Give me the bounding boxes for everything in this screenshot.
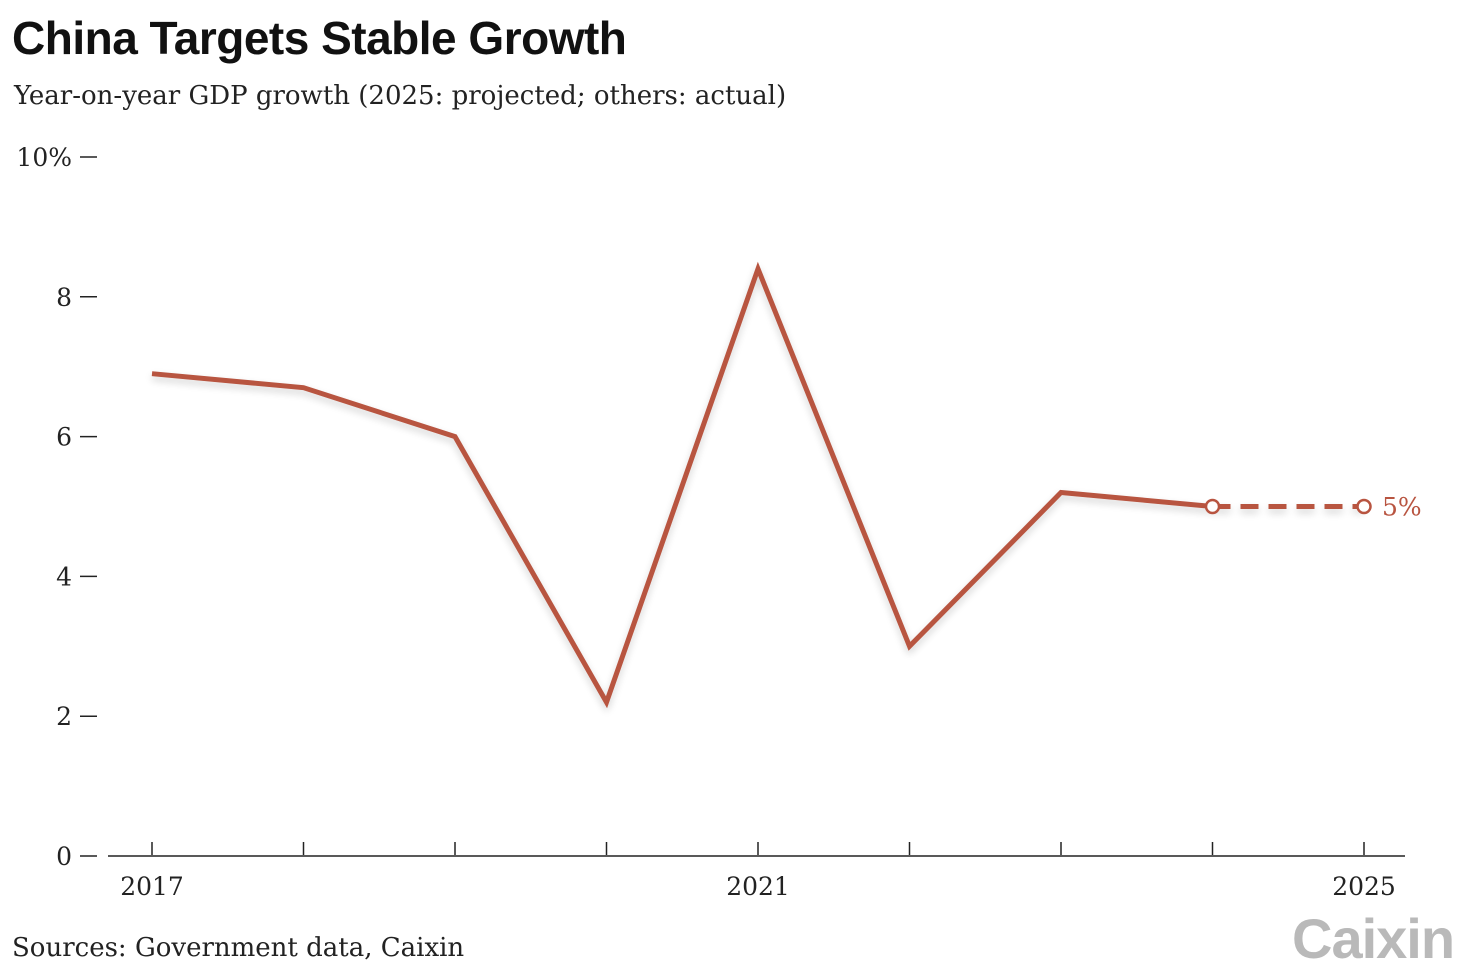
y-axis: 0 2 4 6 8 10% <box>16 143 97 871</box>
source-note: Sources: Government data, Caixin <box>12 933 465 963</box>
data-series <box>151 261 1364 709</box>
data-markers <box>1204 498 1372 515</box>
annotations: 5% <box>1382 493 1422 522</box>
chart-title: China Targets Stable Growth <box>12 12 627 64</box>
data-point-marker <box>1204 498 1221 515</box>
chart-subtitle: Year-on-year GDP growth (2025: projected… <box>14 81 787 111</box>
x-axis: 2017 2021 2025 <box>108 842 1405 901</box>
y-tick-label: 10% <box>16 143 72 172</box>
x-tick-label: 2017 <box>120 872 184 901</box>
x-tick-label: 2021 <box>726 872 790 901</box>
y-tick-label: 4 <box>56 562 72 591</box>
data-point-marker <box>1356 498 1372 515</box>
y-tick-label: 0 <box>56 842 72 871</box>
actual-series-line <box>151 261 1213 709</box>
y-tick-label: 8 <box>56 283 72 312</box>
x-tick-label: 2025 <box>1332 872 1396 901</box>
caixin-logo: Caixin <box>1292 907 1455 970</box>
y-tick-label: 2 <box>56 702 72 731</box>
y-tick-label: 6 <box>56 423 72 452</box>
end-value-label: 5% <box>1382 493 1422 522</box>
